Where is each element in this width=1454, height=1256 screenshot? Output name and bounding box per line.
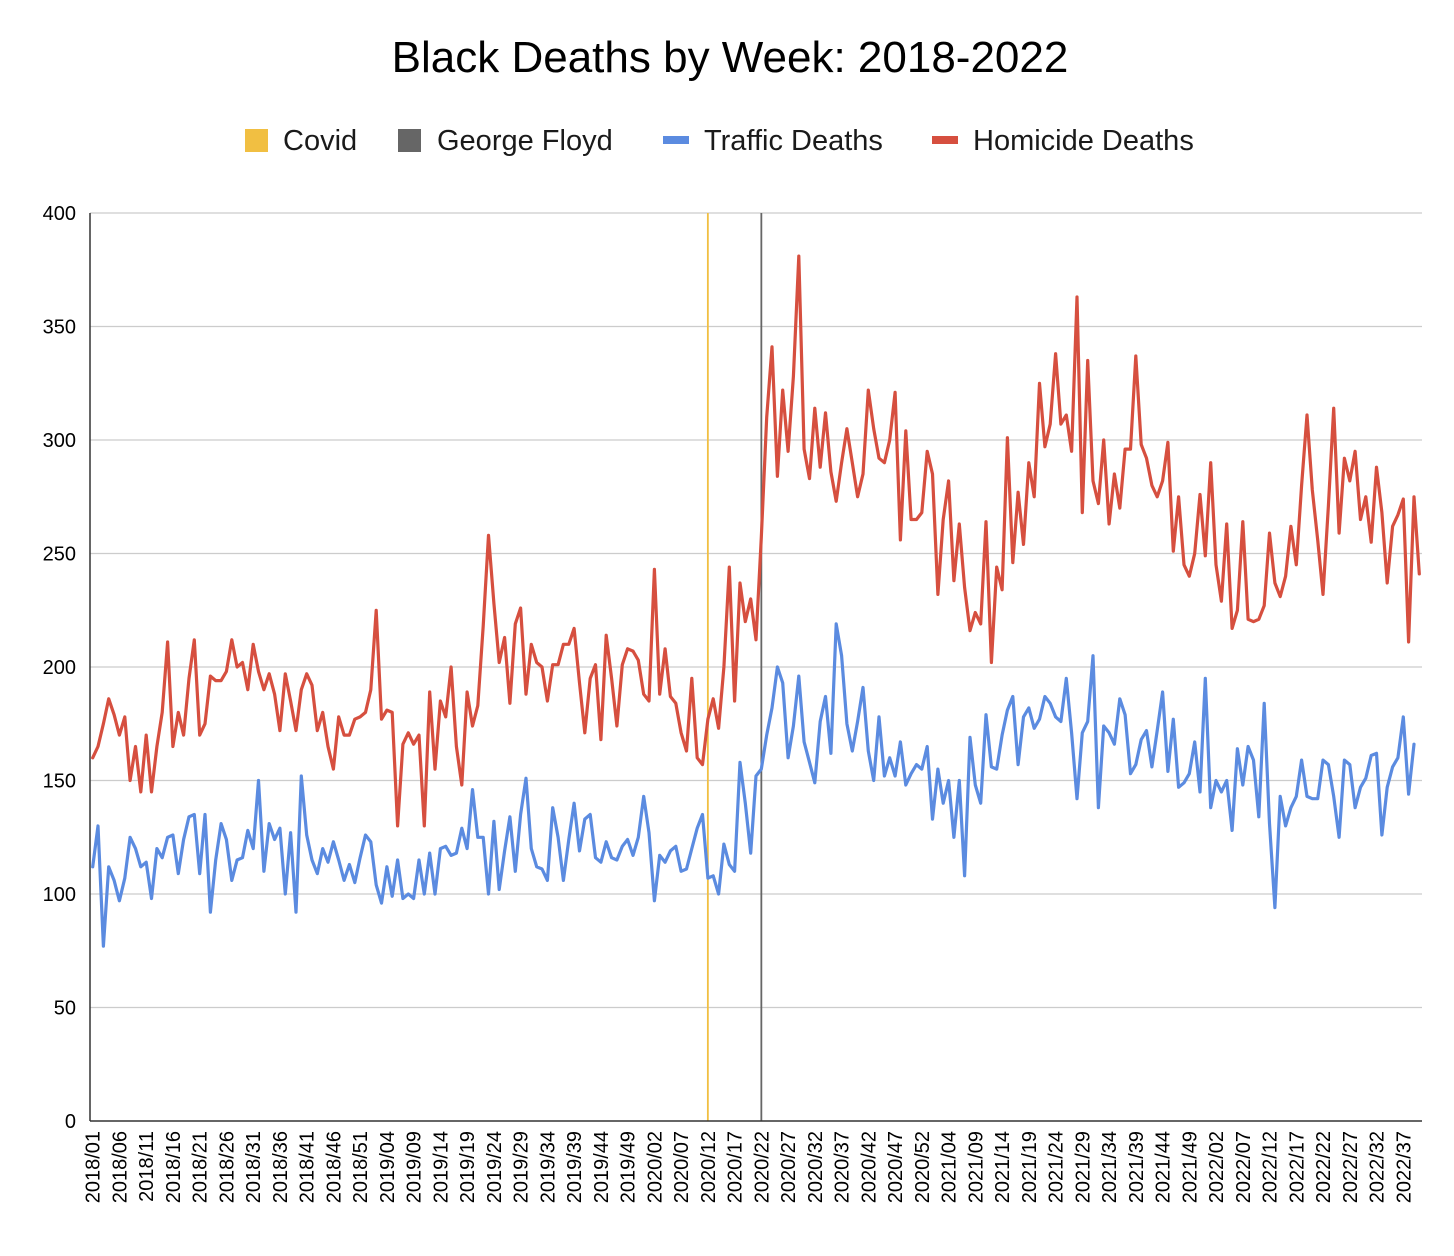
- x-tick-label: 2018/26: [216, 1131, 238, 1203]
- series-lines: [91, 254, 1421, 948]
- x-tick-label: 2022/07: [1233, 1131, 1255, 1203]
- x-tick-label: 2020/12: [698, 1131, 720, 1203]
- x-tick-label: 2019/39: [564, 1131, 586, 1203]
- x-tick-label: 2019/44: [591, 1131, 613, 1203]
- x-tick-label: 2018/11: [136, 1131, 158, 1202]
- legend-swatch-traffic-deaths: [663, 136, 689, 144]
- x-tick-label: 2020/07: [671, 1131, 693, 1203]
- x-tick-label: 2020/27: [778, 1131, 800, 1203]
- x-tick-label: 2018/06: [109, 1131, 131, 1203]
- x-axis-ticks: 2018/01 2018/06 2018/11 2018/16 2018/21 2018/…: [83, 1131, 1416, 1203]
- y-axis-ticks: 0 50 100 150 200 250 300 350 400: [43, 203, 76, 1133]
- x-tick-label: 2022/37: [1393, 1131, 1415, 1203]
- x-tick-label: 2020/52: [912, 1131, 934, 1203]
- x-tick-label: 2022/12: [1260, 1131, 1282, 1203]
- legend-label-covid: Covid: [283, 125, 357, 157]
- y-tick-label-200: 200: [43, 657, 76, 679]
- x-tick-label: 2019/29: [511, 1131, 533, 1203]
- x-tick-label: 2020/17: [725, 1131, 747, 1203]
- x-tick-label: 2021/49: [1179, 1131, 1201, 1203]
- x-tick-label: 2019/49: [618, 1131, 640, 1203]
- x-tick-label: 2018/46: [323, 1131, 345, 1203]
- x-tick-label: 2019/14: [430, 1131, 452, 1203]
- x-tick-label: 2022/02: [1206, 1131, 1228, 1203]
- x-tick-label: 2020/37: [832, 1131, 854, 1203]
- x-tick-label: 2022/22: [1313, 1131, 1335, 1203]
- y-tick-label-50: 50: [54, 998, 76, 1020]
- legend-label-homicide-deaths: Homicide Deaths: [973, 125, 1194, 157]
- y-tick-label-250: 250: [43, 544, 76, 566]
- series-line-homicide-deaths: [91, 254, 1421, 828]
- x-tick-label: 2018/41: [297, 1131, 319, 1203]
- y-tick-label-300: 300: [43, 430, 76, 452]
- x-tick-label: 2021/04: [939, 1131, 961, 1203]
- x-tick-label: 2019/24: [484, 1131, 506, 1203]
- chart-legend: Covid George Floyd Traffic Deaths Homici…: [245, 125, 1194, 157]
- x-tick-label: 2022/17: [1286, 1131, 1308, 1203]
- x-tick-label: 2019/04: [377, 1131, 399, 1203]
- x-tick-label: 2021/34: [1099, 1131, 1121, 1203]
- y-tick-label-0: 0: [65, 1111, 76, 1133]
- y-tick-label-400: 400: [43, 203, 76, 225]
- x-tick-label: 2021/19: [1019, 1131, 1041, 1203]
- y-tick-label-350: 350: [43, 317, 76, 339]
- x-tick-label: 2018/01: [83, 1131, 105, 1203]
- x-tick-label: 2020/32: [805, 1131, 827, 1203]
- legend-swatch-covid: [245, 129, 268, 152]
- x-tick-label: 2018/16: [163, 1131, 185, 1203]
- y-tick-label-100: 100: [43, 884, 76, 906]
- x-tick-label: 2020/02: [644, 1131, 666, 1203]
- legend-swatch-george-floyd: [398, 129, 421, 152]
- chart-title: Black Deaths by Week: 2018-2022: [392, 33, 1069, 82]
- x-tick-label: 2019/09: [404, 1131, 426, 1203]
- x-tick-label: 2018/21: [190, 1131, 212, 1203]
- x-tick-label: 2020/42: [858, 1131, 880, 1203]
- x-tick-label: 2020/22: [751, 1131, 773, 1203]
- x-tick-label: 2018/31: [243, 1131, 265, 1203]
- event-markers: [706, 213, 763, 1121]
- y-tick-label-150: 150: [43, 771, 76, 793]
- x-tick-label: 2018/36: [270, 1131, 292, 1203]
- legend-swatch-homicide-deaths: [932, 136, 958, 144]
- x-tick-label: 2021/14: [992, 1131, 1014, 1203]
- x-tick-label: 2022/27: [1340, 1131, 1362, 1203]
- x-tick-label: 2018/51: [350, 1131, 372, 1203]
- legend-label-traffic-deaths: Traffic Deaths: [704, 125, 883, 157]
- legend-label-george-floyd: George Floyd: [437, 125, 613, 157]
- x-tick-label: 2019/34: [537, 1131, 559, 1203]
- x-tick-label: 2021/39: [1126, 1131, 1148, 1203]
- x-tick-label: 2020/47: [885, 1131, 907, 1203]
- x-tick-label: 2021/44: [1153, 1131, 1175, 1203]
- x-tick-label: 2022/32: [1367, 1131, 1389, 1203]
- x-tick-label: 2021/29: [1072, 1131, 1094, 1203]
- series-line-traffic-deaths: [91, 622, 1416, 948]
- x-tick-label: 2019/19: [457, 1131, 479, 1203]
- x-tick-label: 2021/24: [1046, 1131, 1068, 1203]
- axes: [89, 213, 1422, 1122]
- x-tick-label: 2021/09: [965, 1131, 987, 1203]
